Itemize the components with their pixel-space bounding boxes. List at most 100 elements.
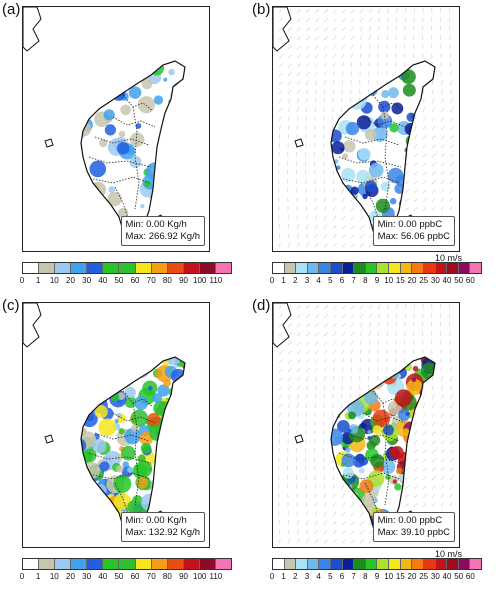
- field-blob: [169, 404, 181, 416]
- colorbar-swatch: [183, 559, 200, 569]
- field-blob: [164, 431, 175, 442]
- field-blob: [81, 102, 89, 116]
- field-blob: [128, 86, 142, 99]
- field-blob: [89, 160, 107, 178]
- max-value: Max: 39.10 ppbC: [377, 527, 450, 538]
- colorbar-swatch: [331, 559, 343, 569]
- field-blob: [408, 478, 424, 494]
- field-blob: [82, 404, 91, 412]
- field-blob: [391, 102, 404, 115]
- colorbar-ticks: 0 1 2 3 4 5 6 7 8 9 10 15 20 25 30 40 50 60: [270, 570, 482, 584]
- field-blob: [152, 61, 160, 69]
- field-blob: [163, 379, 171, 387]
- field-blob: [352, 511, 364, 523]
- colorbar-swatch: [458, 263, 471, 273]
- field-blob: [416, 152, 429, 164]
- colorbar-tick-label: 30: [430, 572, 440, 581]
- field-blob: [395, 174, 408, 187]
- colorbar-tick-label: 80: [162, 276, 172, 285]
- colorbar-tick-label: 3: [304, 572, 310, 581]
- wind-scale-label: 10 m/s: [435, 549, 463, 559]
- field-blob: [332, 488, 342, 499]
- county-borders: [88, 94, 156, 222]
- field-blob: [413, 150, 420, 157]
- field-blob: [369, 434, 381, 446]
- county-borders: [338, 390, 406, 518]
- colorbar-swatch: [215, 263, 232, 273]
- panel-c: (c) Min: 0.00 Kg/h Max: 132.92 Kg/h 0 1 10 20 3…: [0, 296, 250, 591]
- field-blob: [401, 428, 410, 437]
- field-blob: [411, 161, 423, 173]
- field-blob: [331, 357, 334, 362]
- field-blob: [436, 455, 440, 459]
- colorbar-swatch: [365, 559, 378, 569]
- field-blob: [375, 198, 391, 213]
- field-blob: [378, 371, 385, 378]
- field-blob: [168, 477, 180, 488]
- field-blob: [331, 469, 338, 482]
- field-blob: [346, 364, 360, 379]
- field-blob: [331, 522, 337, 539]
- field-blob: [378, 100, 391, 113]
- colorbar-swatch: [284, 559, 297, 569]
- colorbar-tick-label: 10: [384, 572, 394, 581]
- colorbar-swatch: [319, 263, 332, 273]
- min-value: Min: 0.00 Kg/h: [125, 219, 187, 230]
- field-blob: [149, 61, 164, 76]
- field-blob: [95, 358, 104, 367]
- colorbar-tick-label: 100: [193, 572, 207, 581]
- field-blob: [380, 459, 396, 475]
- field-blob: [423, 190, 435, 203]
- field-blob: [93, 512, 110, 529]
- field-blob: [180, 139, 185, 151]
- field-blob: [135, 362, 142, 369]
- field-blob: [423, 392, 430, 399]
- colorbar-tick-label: 2: [293, 276, 298, 285]
- field-blob: [345, 69, 355, 79]
- colorbar-swatch: [470, 263, 481, 273]
- field-blob: [389, 123, 399, 133]
- field-blob: [372, 409, 391, 428]
- field-blob: [167, 403, 184, 420]
- field-blob: [404, 148, 423, 167]
- field-blob: [169, 409, 185, 427]
- field-blob: [149, 425, 165, 441]
- field-blob: [341, 512, 351, 522]
- field-blob: [331, 391, 345, 407]
- colorbar-swatch: [319, 559, 332, 569]
- field-blob: [81, 517, 85, 526]
- colorbar-tick-label: 60: [130, 572, 140, 581]
- field-blob: [147, 385, 153, 391]
- field-blob: [416, 108, 425, 117]
- field-blob: [81, 397, 93, 412]
- colorbar-swatch: [342, 559, 355, 569]
- field-blob: [342, 467, 354, 479]
- field-blob: [423, 151, 435, 163]
- colorbar-tick-label: 9: [374, 276, 380, 285]
- field-blob: [389, 357, 403, 368]
- colorbar-swatch: [435, 263, 448, 273]
- field-blob: [389, 70, 396, 77]
- field-blob: [122, 461, 130, 468]
- field-blob: [164, 469, 170, 476]
- field-blob: [155, 466, 169, 481]
- field-blob: [406, 378, 423, 396]
- colorbar-swatch: [55, 263, 72, 273]
- field-blob: [118, 130, 126, 138]
- field-blob: [153, 95, 164, 105]
- field-blob: [331, 229, 347, 243]
- field-blob: [140, 442, 152, 454]
- field-blob: [430, 475, 435, 487]
- field-blob: [97, 500, 106, 510]
- colorbar-tick-label: 110: [209, 276, 223, 285]
- field-blob: [152, 393, 163, 404]
- colorbar-swatch: [447, 263, 459, 273]
- field-blob: [421, 477, 429, 485]
- colorbar-tick-label: 20: [66, 572, 75, 581]
- panel-b: (b) Min: 0.00 ppbC Max: 56.06 ppbC 10 m/s 0 1…: [250, 0, 500, 295]
- field-blob: [131, 424, 139, 432]
- field-blob: [428, 126, 435, 138]
- colorbar-swatch: [447, 559, 459, 569]
- field-blob: [132, 360, 150, 379]
- field-blob: [174, 393, 185, 410]
